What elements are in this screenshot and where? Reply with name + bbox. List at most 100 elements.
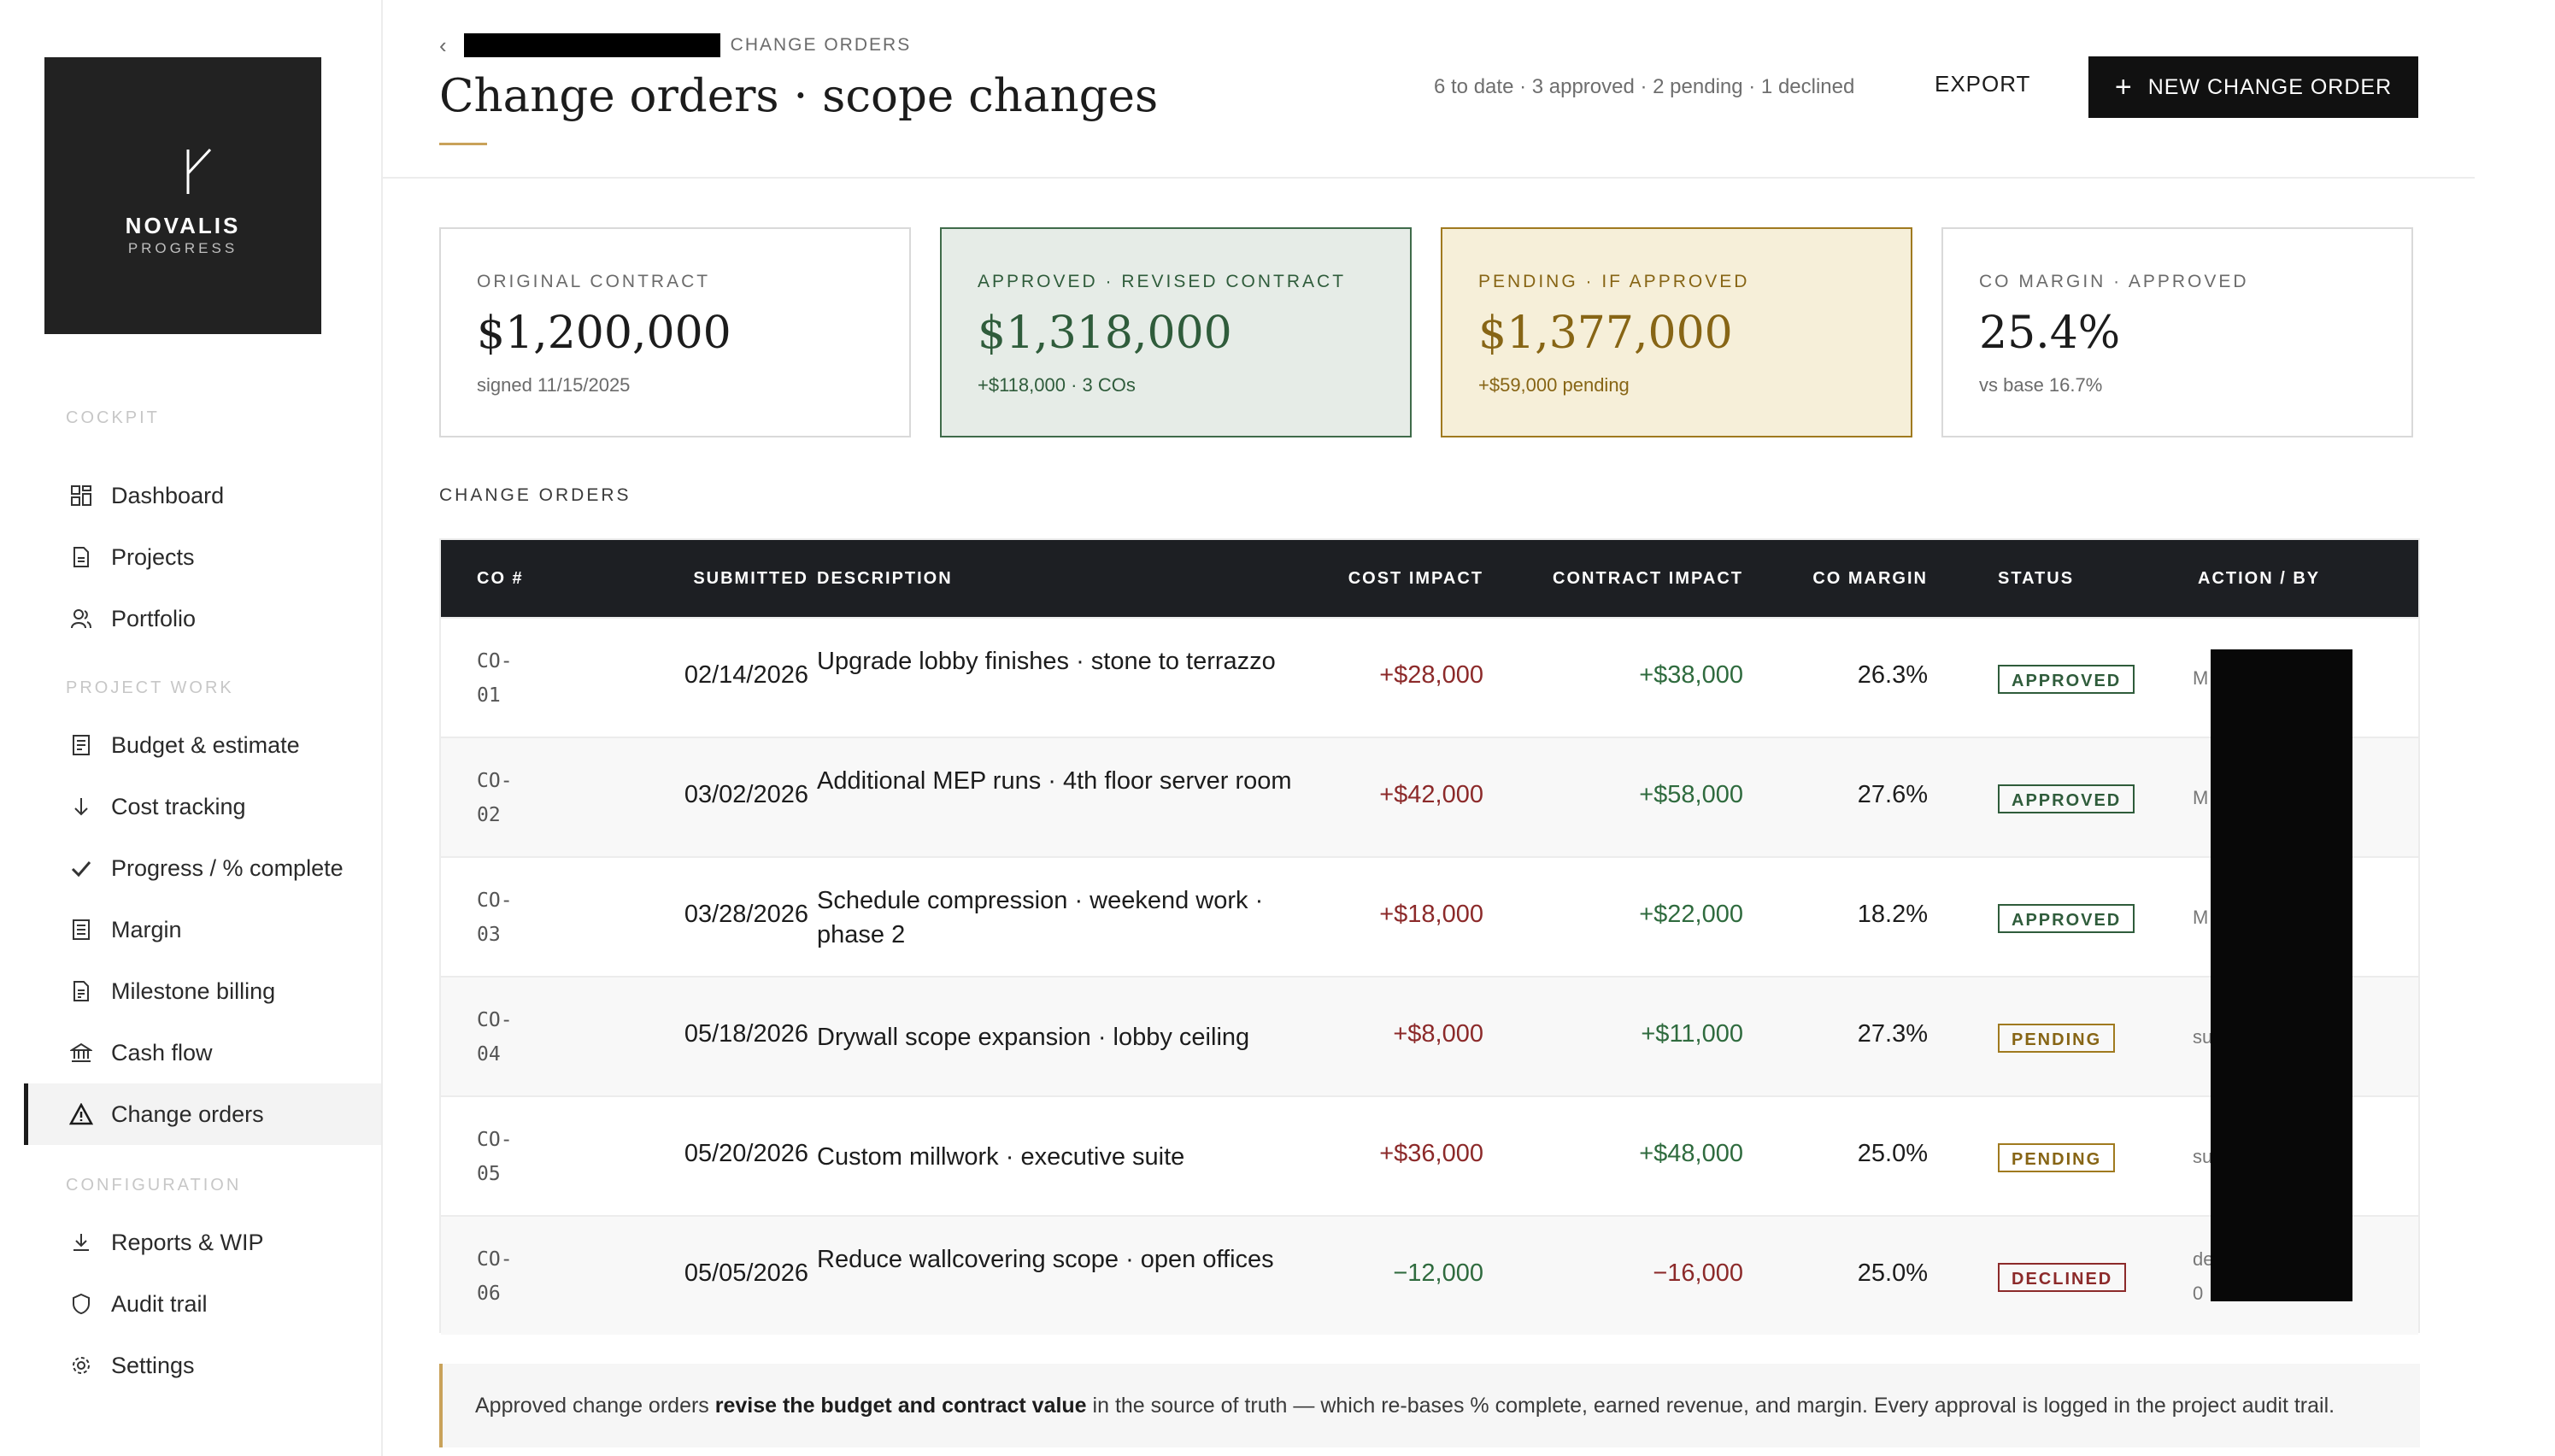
sidebar-item-projects[interactable]: Projects	[24, 526, 381, 588]
section-title-change-orders: CHANGE ORDERS	[439, 485, 631, 505]
status-badge: APPROVED	[1998, 784, 2135, 813]
submitted-date: 03/28/2026	[684, 901, 808, 928]
sidebar-item-label: Portfolio	[111, 605, 197, 631]
redacted-project-name	[463, 33, 720, 57]
sidebar-item-progress[interactable]: Progress / % complete	[24, 837, 381, 899]
table-row[interactable]: CO- 05 05/20/2026 Custom millwork · execu…	[441, 1095, 2418, 1215]
nav-section-configuration: CONFIGURATION	[66, 1176, 242, 1195]
th-status[interactable]: STATUS	[1998, 569, 2075, 588]
status-badge: PENDING	[1998, 1143, 2116, 1172]
th-co-number[interactable]: CO #	[477, 569, 524, 588]
description: Upgrade lobby finishes · stone to terraz…	[817, 648, 1276, 675]
action-by[interactable]: su	[2193, 1146, 2213, 1167]
sidebar-item-label: Change orders	[111, 1101, 264, 1127]
sidebar-item-settings[interactable]: Settings	[24, 1335, 381, 1396]
card-label: PENDING · IF APPROVED	[1478, 272, 1750, 291]
status-badge: APPROVED	[1998, 665, 2135, 694]
description: Additional MEP runs · 4th floor server r…	[817, 767, 1292, 795]
sidebar-item-label: Progress / % complete	[111, 854, 344, 881]
sidebar-item-portfolio[interactable]: Portfolio	[24, 588, 381, 649]
cost-impact: +$42,000	[1379, 781, 1483, 808]
action-by[interactable]: M	[2193, 787, 2209, 808]
ledger-icon	[68, 732, 94, 758]
card-co-margin: CO MARGIN · APPROVED 25.4% vs base 16.7%	[1941, 227, 2413, 437]
sidebar-item-reports[interactable]: Reports & WIP	[24, 1212, 381, 1273]
cost-impact: +$18,000	[1379, 901, 1483, 928]
th-action-by[interactable]: ACTION / BY	[2198, 569, 2321, 588]
brand-name: NOVALIS	[125, 213, 241, 238]
co-margin: 25.0%	[1857, 1140, 1928, 1167]
page-title: Change orders · scope changes	[439, 70, 1159, 122]
card-value: $1,200,000	[477, 308, 731, 359]
th-contract-impact[interactable]: CONTRACT IMPACT	[1553, 569, 1743, 588]
redacted-action-by-block	[2211, 649, 2352, 1301]
action-by[interactable]: su	[2193, 1026, 2213, 1048]
sidebar-item-audit-trail[interactable]: Audit trail	[24, 1273, 381, 1335]
th-cost-impact[interactable]: COST IMPACT	[1348, 569, 1483, 588]
co-margin: 27.6%	[1857, 781, 1928, 808]
sidebar-item-margin[interactable]: Margin	[24, 899, 381, 960]
page-header: ‹ CHANGE ORDERS Change orders · scope ch…	[381, 0, 2475, 179]
table-row[interactable]: CO- 02 03/02/2026 Additional MEP runs · 4…	[441, 737, 2418, 856]
co-number: CO- 02	[477, 770, 513, 826]
card-label: APPROVED · REVISED CONTRACT	[978, 272, 1347, 291]
footnote-approval-info: Approved change orders revise the budget…	[439, 1364, 2420, 1447]
sidebar-item-budget[interactable]: Budget & estimate	[24, 714, 381, 776]
table-row[interactable]: CO- 06 05/05/2026 Reduce wallcovering sco…	[441, 1215, 2418, 1335]
contract-impact: +$11,000	[1641, 1020, 1743, 1048]
card-value: 25.4%	[1979, 308, 2121, 359]
contract-impact: +$38,000	[1639, 661, 1743, 689]
plus-icon: +	[2114, 70, 2133, 103]
action-by[interactable]: de 0	[2193, 1248, 2214, 1304]
card-note: +$59,000 pending	[1478, 374, 1630, 396]
sidebar-item-cost-tracking[interactable]: Cost tracking	[24, 776, 381, 837]
brand-tagline: PROGRESS	[127, 240, 238, 256]
check-icon	[68, 855, 94, 881]
th-description[interactable]: DESCRIPTION	[817, 569, 953, 588]
sidebar-item-cash-flow[interactable]: Cash flow	[24, 1022, 381, 1083]
sidebar-item-label: Cash flow	[111, 1039, 213, 1066]
sidebar-item-label: Settings	[111, 1352, 195, 1378]
sidebar-item-dashboard[interactable]: Dashboard	[24, 465, 381, 526]
change-orders-table: CO # SUBMITTED DESCRIPTION COST IMPACT C…	[439, 538, 2420, 1335]
table-row[interactable]: CO- 01 02/14/2026 Upgrade lobby finishes …	[441, 617, 2418, 737]
contract-impact: +$48,000	[1639, 1140, 1743, 1167]
card-pending-if-approved: PENDING · IF APPROVED $1,377,000 +$59,00…	[1441, 227, 1912, 437]
sidebar-item-change-orders[interactable]: Change orders	[24, 1083, 381, 1145]
th-submitted[interactable]: SUBMITTED	[693, 569, 808, 588]
chevron-left-icon[interactable]: ‹	[439, 32, 449, 58]
new-change-order-button[interactable]: + NEW CHANGE ORDER	[2088, 56, 2418, 118]
submitted-date: 03/02/2026	[684, 781, 808, 808]
shield-icon	[68, 1291, 94, 1317]
sidebar: NOVALIS PROGRESS COCKPIT Dashboard Proje…	[0, 0, 383, 1456]
table-row[interactable]: CO- 03 03/28/2026 Schedule compression · …	[441, 856, 2418, 976]
description: Drywall scope expansion · lobby ceiling	[817, 1024, 1250, 1051]
action-by[interactable]: M	[2193, 907, 2209, 928]
description: Reduce wallcovering scope · open offices	[817, 1246, 1274, 1273]
sidebar-item-milestone-billing[interactable]: Milestone billing	[24, 960, 381, 1022]
status-badge: PENDING	[1998, 1024, 2116, 1053]
export-button[interactable]: EXPORT	[1935, 71, 2031, 97]
table-row[interactable]: CO- 04 05/18/2026 Drywall scope expansion…	[441, 976, 2418, 1095]
co-number: CO- 03	[477, 889, 513, 946]
table-header: CO # SUBMITTED DESCRIPTION COST IMPACT C…	[441, 540, 2418, 617]
sidebar-item-label: Milestone billing	[111, 978, 276, 1004]
card-label: CO MARGIN · APPROVED	[1979, 272, 2249, 291]
invoice-icon	[68, 978, 94, 1004]
card-approved-revised-contract: APPROVED · REVISED CONTRACT $1,318,000 +…	[940, 227, 1412, 437]
change-order-summary: 6 to date · 3 approved · 2 pending · 1 d…	[1434, 75, 1855, 98]
cost-impact: +$28,000	[1379, 661, 1483, 689]
card-value: $1,318,000	[978, 308, 1232, 359]
submitted-date: 05/20/2026	[684, 1140, 808, 1167]
brand-logo[interactable]: NOVALIS PROGRESS	[44, 57, 321, 334]
card-label: ORIGINAL CONTRACT	[477, 272, 711, 291]
co-number: CO- 01	[477, 650, 513, 707]
people-icon	[68, 606, 94, 631]
cost-impact: +$8,000	[1393, 1020, 1483, 1048]
th-co-margin[interactable]: CO MARGIN	[1812, 569, 1928, 588]
dashboard-grid-icon	[68, 483, 94, 508]
action-by[interactable]: M	[2193, 667, 2209, 689]
sidebar-item-label: Projects	[111, 543, 195, 570]
cost-impact: −12,000	[1393, 1259, 1483, 1287]
co-number: CO- 04	[477, 1009, 513, 1066]
